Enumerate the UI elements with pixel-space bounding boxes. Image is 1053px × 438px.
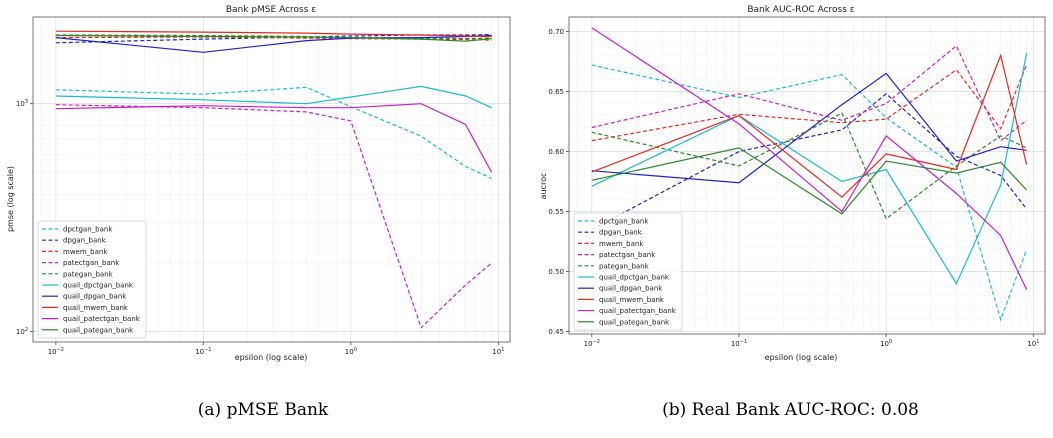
x-axis-label: epsilon (log scale): [765, 353, 838, 362]
x-axis-label: epsilon (log scale): [235, 353, 308, 362]
legend-label: patectgan_bank: [599, 251, 656, 259]
x-tick-label: 10−1: [731, 339, 747, 348]
tick-base: 10: [16, 328, 25, 336]
grid: [569, 17, 1045, 334]
legend-label: quail_patectgan_bank: [599, 307, 677, 315]
tick-exponent: −1: [204, 347, 211, 353]
tick-exponent: −1: [740, 339, 747, 345]
series-line-patectgan-bank: [55, 104, 492, 329]
tick-base: 10: [16, 100, 25, 108]
grid: [33, 17, 510, 342]
tick-exponent: −2: [593, 339, 600, 345]
tick-base: 10: [492, 348, 501, 356]
tick-exponent: 2: [25, 327, 28, 333]
series-line-quail-patectgan-bank: [55, 103, 493, 173]
legend-label: dpgan_bank: [63, 237, 107, 245]
legend: dpctgan_bank dpgan_bank mwem_bank patectgan…: [573, 212, 683, 331]
pmse-chart-panel: Bank pMSE Across ε epsilon (log scale) p…: [0, 0, 526, 365]
legend-label: quail_dpctgan_bank: [599, 274, 670, 282]
x-tick-label: 100: [880, 339, 892, 348]
series-line-quail-dpgan-bank: [591, 72, 1027, 184]
legend-label: pategan_bank: [599, 262, 650, 270]
legend-label: quail_mwem_bank: [599, 296, 665, 304]
y-axis-label: pmse (log scale): [6, 166, 15, 232]
tick-base: 10: [48, 348, 57, 356]
y-tick-label: 0.45: [548, 328, 564, 336]
tick-base: 10: [584, 340, 593, 348]
tick-base: 10: [345, 348, 354, 356]
legend-label: pategan_bank: [63, 270, 114, 278]
legend-label: quail_mwem_bank: [63, 304, 129, 312]
legend-label: quail_dpctgan_bank: [63, 282, 134, 290]
legend-box: [37, 220, 147, 339]
x-tick-label: 100: [345, 347, 357, 356]
series-line-dpctgan-bank: [591, 64, 1028, 322]
series-line-patectgan-bank: [591, 44, 1027, 142]
tick-exponent: 0: [889, 339, 892, 345]
legend-label: mwem_bank: [599, 240, 644, 248]
series-line-quail-dpctgan-bank: [55, 85, 492, 109]
series-lines: [55, 30, 493, 329]
x-tick-label: 10−2: [584, 339, 600, 348]
series-line-dpgan-bank: [55, 34, 492, 44]
plot-frame: [568, 16, 1046, 335]
y-tick-label: 0.70: [548, 28, 564, 36]
x-tick-label: 101: [1027, 339, 1039, 348]
pmse-chart: Bank pMSE Across ε epsilon (log scale) p…: [6, 5, 511, 362]
y-tick-label: 103: [16, 99, 28, 108]
tick-exponent: 1: [1036, 339, 1039, 345]
x-tick-label: 10−2: [48, 347, 64, 356]
series-line-dpgan-bank: [591, 93, 1028, 231]
figure-caption-a: (a) pMSE Bank: [197, 400, 329, 420]
series-line-quail-mwem-bank: [591, 53, 1028, 198]
aucroc-chart: Bank AUC-ROC Across ε epsilon (log scale…: [539, 5, 1046, 362]
series-lines: [591, 27, 1028, 322]
series-line-quail-patectgan-bank: [591, 27, 1028, 290]
chart-title: Bank pMSE Across ε: [226, 5, 316, 15]
tick-base: 10: [880, 340, 889, 348]
legend-box: [573, 212, 683, 331]
tick-exponent: 1: [501, 347, 504, 353]
y-axis-label: aucroc: [539, 173, 548, 200]
series-line-dpctgan-bank: [55, 86, 492, 179]
plot-frame: [32, 16, 511, 343]
legend-label: dpgan_bank: [599, 229, 643, 237]
legend-label: mwem_bank: [63, 248, 108, 256]
tick-base: 10: [731, 340, 740, 348]
legend-label: quail_pategan_bank: [599, 318, 670, 326]
aucroc-chart-panel: Bank AUC-ROC Across ε epsilon (log scale…: [528, 0, 1053, 365]
series-line-quail-pategan-bank: [55, 34, 492, 42]
tick-base: 10: [1027, 340, 1036, 348]
chart-title: Bank AUC-ROC Across ε: [747, 5, 854, 15]
legend: dpctgan_bank dpgan_bank mwem_bank patectgan…: [37, 220, 147, 339]
tick-exponent: 3: [25, 99, 28, 105]
legend-label: quail_pategan_bank: [63, 326, 134, 334]
legend-label: patectgan_bank: [63, 259, 120, 267]
legend-label: dpctgan_bank: [599, 218, 649, 226]
legend-label: dpctgan_bank: [63, 226, 113, 234]
legend-label: quail_dpgan_bank: [599, 285, 663, 293]
series-line-pategan-bank: [591, 112, 1027, 220]
x-tick-label: 101: [492, 347, 504, 356]
y-tick-label: 0.60: [548, 148, 564, 156]
y-tick-label: 0.65: [548, 88, 564, 96]
y-tick-label: 0.55: [548, 208, 564, 216]
series-line-mwem-bank: [591, 64, 1028, 142]
legend-label: quail_dpgan_bank: [63, 293, 127, 301]
y-tick-label: 0.50: [548, 268, 564, 276]
series-line-quail-pategan-bank: [591, 147, 1028, 215]
tick-exponent: −2: [57, 347, 64, 353]
legend-label: quail_patectgan_bank: [63, 315, 141, 323]
series-line-quail-mwem-bank: [55, 30, 492, 38]
tick-exponent: 0: [354, 347, 357, 353]
x-tick-label: 10−1: [195, 347, 211, 356]
y-tick-label: 102: [16, 327, 28, 336]
tick-base: 10: [195, 348, 204, 356]
figure-caption-b: (b) Real Bank AUC-ROC: 0.08: [662, 400, 919, 420]
